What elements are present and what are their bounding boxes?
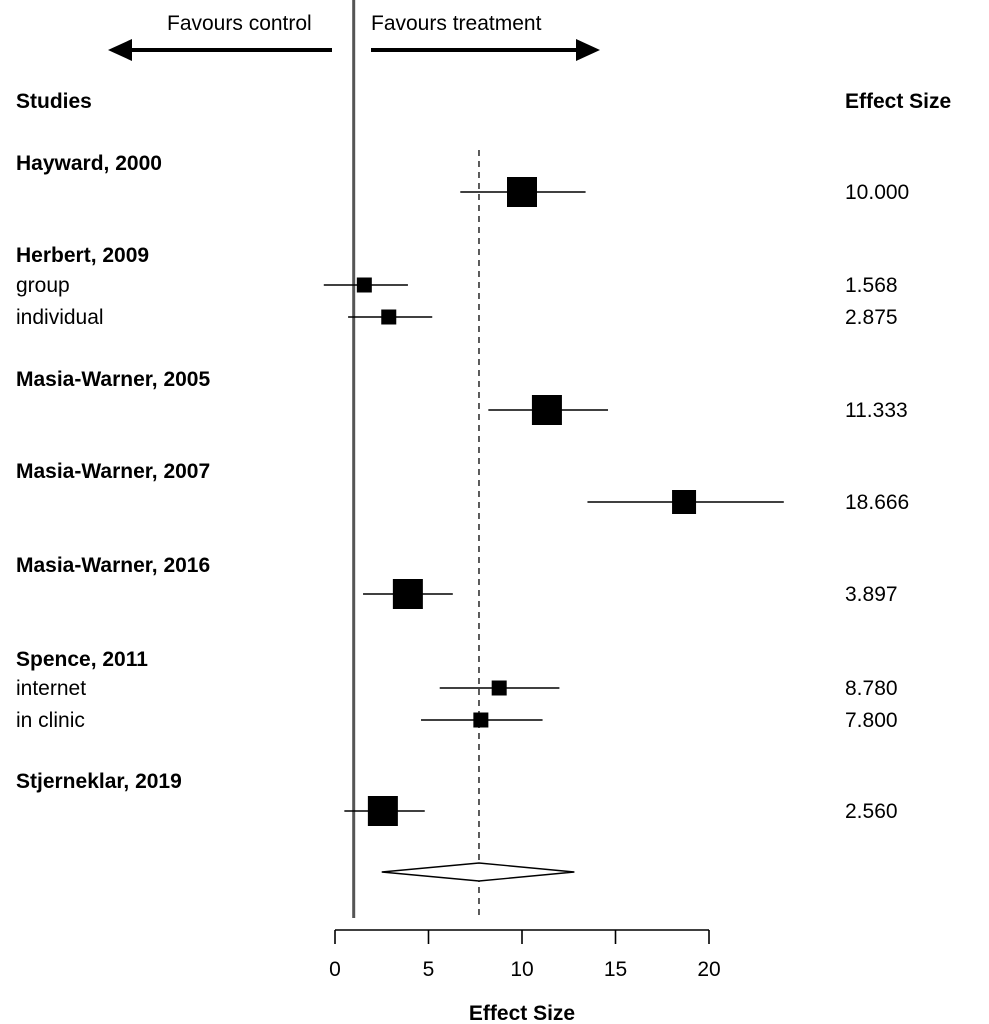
subgroup-label: in clinic (16, 709, 85, 732)
x-tick-label: 0 (329, 958, 341, 981)
arrow-right-head (576, 39, 600, 61)
effect-size-value: 8.780 (845, 677, 898, 700)
x-axis-title: Effect Size (469, 1002, 575, 1024)
x-tick-label: 10 (510, 958, 533, 981)
study-name: Masia-Warner, 2005 (16, 368, 210, 391)
study-name: Hayward, 2000 (16, 152, 162, 175)
effect-size-value: 18.666 (845, 491, 909, 514)
effect-size-value: 7.800 (845, 709, 898, 732)
effect-estimate-square (356, 277, 372, 293)
effect-estimate-square (507, 177, 537, 207)
studies-header: Studies (16, 90, 92, 113)
study-name: Masia-Warner, 2007 (16, 460, 210, 483)
effect-estimate-square (491, 680, 507, 696)
effect-estimate-square (473, 712, 489, 728)
effect-size-value: 2.560 (845, 800, 898, 823)
subgroup-label: group (16, 274, 70, 297)
effect-size-value: 3.897 (845, 583, 898, 606)
effect-size-header: Effect Size (845, 90, 951, 113)
study-name: Stjerneklar, 2019 (16, 770, 182, 793)
effect-estimate-square (381, 309, 397, 325)
study-name: Herbert, 2009 (16, 244, 149, 267)
pooled-diamond (381, 862, 575, 882)
x-tick-label: 5 (423, 958, 435, 981)
x-tick-label: 20 (697, 958, 720, 981)
effect-estimate-square (672, 490, 697, 514)
study-name: Spence, 2011 (16, 648, 148, 671)
arrow-left-head (108, 39, 132, 61)
effect-estimate-square (367, 796, 398, 826)
effect-size-value: 2.875 (845, 306, 898, 329)
effect-size-value: 10.000 (845, 181, 909, 204)
effect-size-value: 11.333 (845, 399, 908, 422)
x-tick-label: 15 (604, 958, 627, 981)
effect-estimate-square (531, 395, 562, 425)
subgroup-label: internet (16, 677, 86, 700)
effect-estimate-square (392, 579, 423, 609)
study-name: Masia-Warner, 2016 (16, 554, 210, 577)
subgroup-label: individual (16, 306, 104, 329)
favours-treatment-label: Favours treatment (371, 12, 542, 35)
effect-size-value: 1.568 (845, 274, 898, 297)
favours-control-label: Favours control (167, 12, 312, 35)
